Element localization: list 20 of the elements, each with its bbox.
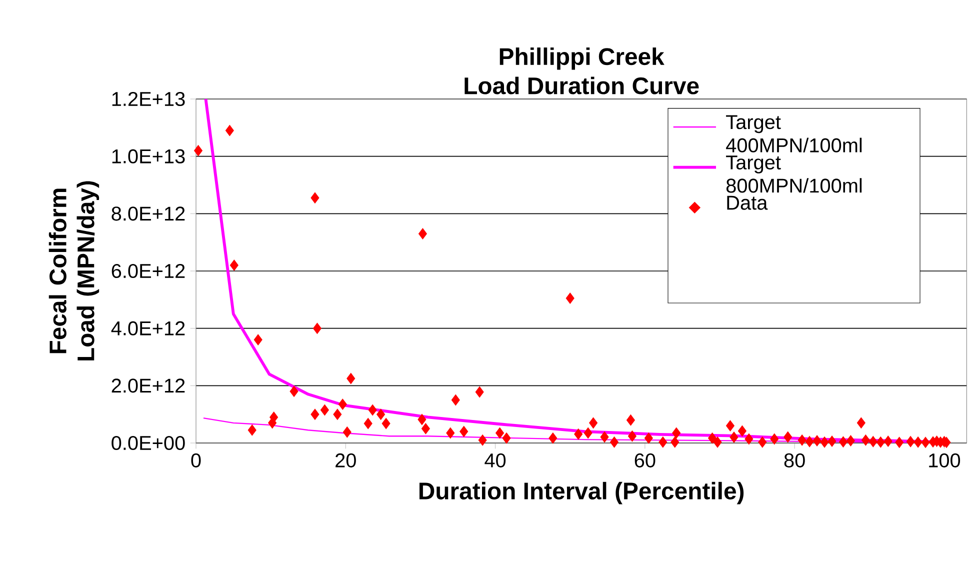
x-tick-label: 60 [634, 453, 656, 468]
legend-label: Data [727, 196, 768, 210]
chart-title: Phillippi Creek [500, 48, 664, 70]
legend-label: Target 400MPN/100ml [726, 115, 862, 152]
y-tick-label: 0.0E+00 [112, 436, 185, 450]
x-tick-label: 0 [191, 453, 201, 468]
x-axis-title: Duration Interval (Percentile) [420, 482, 744, 504]
y-tick-label: 1.0E+13 [112, 149, 185, 164]
chart-subtitle: Load Duration Curve [464, 76, 699, 94]
y-tick-label: 4.0E+12 [111, 321, 185, 336]
legend-label: Target 800MPN/100ml [726, 156, 862, 193]
x-tick-label: 40 [484, 453, 506, 468]
y-tick-label: 8.0E+12 [112, 206, 185, 221]
y-tick-label: 2.0E+12 [112, 378, 185, 393]
x-tick-label: 100 [929, 453, 960, 468]
y-tick-label: 1.2E+13 [112, 92, 185, 106]
y-axis-title: Fecal Coliform Load (MPN/day) [48, 181, 100, 360]
y-tick-label: 6.0E+12 [112, 264, 185, 278]
x-tick-label: 80 [784, 453, 805, 468]
x-tick-label: 20 [336, 453, 356, 468]
